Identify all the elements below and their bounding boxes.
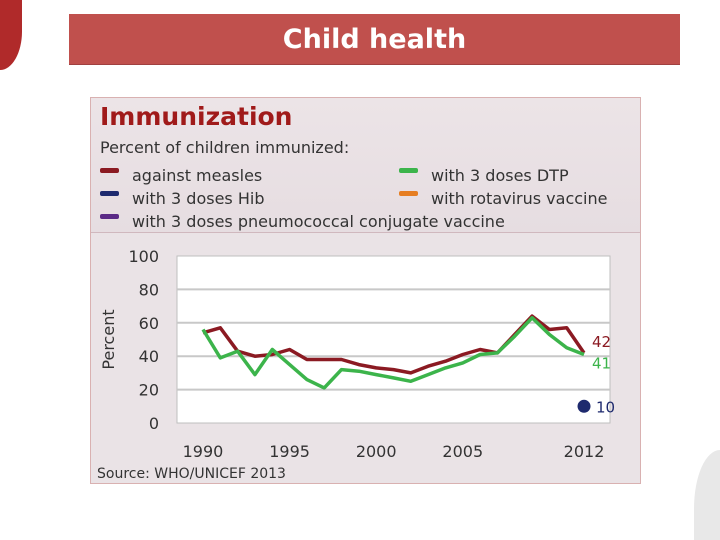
y-tick-label: 80: [139, 280, 159, 299]
y-axis-label: Percent: [99, 309, 118, 369]
slide-corner-shadow: [694, 450, 720, 540]
end-value-label: 42: [592, 333, 611, 351]
legend-label-measles: against measles: [132, 165, 263, 185]
x-tick-label: 1990: [183, 442, 224, 461]
slide-corner-decoration: [0, 0, 22, 70]
series-line-1: [201, 316, 585, 390]
legend-swatch-dtp: [399, 167, 418, 173]
chart-plot: 0 20 40 60 80 100 1990 1995 2000 2005 2012 Percent 4…: [99, 247, 615, 461]
legend-label-rotavirus: with rotavirus vaccine: [431, 188, 608, 208]
legend-label-dtp: with 3 doses DTP: [431, 165, 569, 185]
legend-swatch-pneumococcal: [100, 213, 119, 219]
chart-header: Immunization Percent of children immuniz…: [91, 98, 640, 233]
x-tick-label: 2000: [356, 442, 397, 461]
end-value-label: 10: [596, 398, 615, 416]
y-tick-label: 0: [149, 414, 159, 433]
end-value-label: 41: [592, 355, 611, 373]
legend-item-pneumococcal: with 3 doses pneumococcal conjugate vacc…: [100, 210, 505, 232]
y-tick-label: 60: [139, 314, 159, 333]
legend-swatch-hib: [100, 190, 119, 196]
y-tick-label: 40: [139, 347, 159, 366]
x-tick-label: 2012: [564, 442, 605, 461]
chart-card: Immunization Percent of children immuniz…: [90, 97, 641, 484]
x-tick-label: 2005: [442, 442, 483, 461]
chart-title: Immunization: [100, 102, 293, 131]
chart-plot-panel: 0 20 40 60 80 100 1990 1995 2000 2005 2012 Percent 4…: [91, 233, 640, 483]
legend-item-rotavirus: with rotavirus vaccine: [399, 187, 607, 209]
y-tick-label: 100: [128, 247, 159, 266]
legend-item-measles: against measles: [100, 164, 262, 186]
legend-swatch-measles: [100, 167, 119, 173]
chart-subtitle: Percent of children immunized:: [100, 138, 350, 157]
x-tick-label: 1995: [269, 442, 310, 461]
plot-area: [176, 255, 611, 424]
chart-source: Source: WHO/UNICEF 2013: [97, 466, 286, 482]
legend-label-pneumococcal: with 3 doses pneumococcal conjugate vacc…: [132, 211, 505, 231]
series-point-2: [577, 399, 591, 413]
y-tick-label: 20: [139, 381, 159, 400]
legend-swatch-rotavirus: [399, 190, 418, 196]
legend-item-dtp: with 3 doses DTP: [399, 164, 569, 186]
legend-label-hib: with 3 doses Hib: [132, 188, 265, 208]
slide-title-bar: Child health: [69, 14, 680, 65]
legend-item-hib: with 3 doses Hib: [100, 187, 264, 209]
slide-title: Child health: [282, 23, 467, 55]
